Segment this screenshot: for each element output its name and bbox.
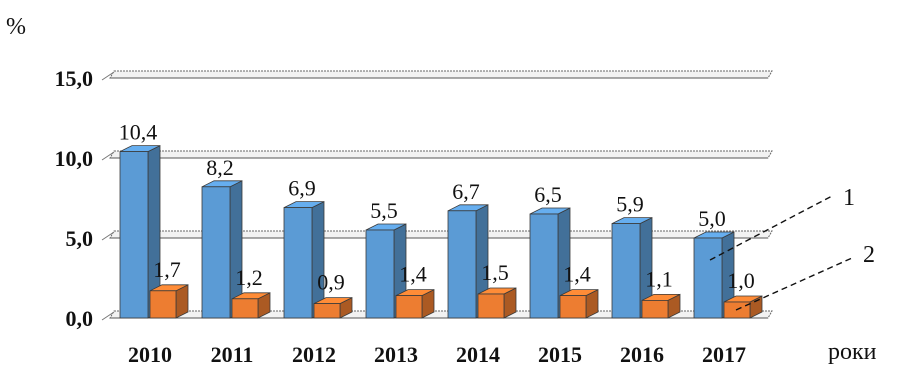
data-label-series-1: 6,9 xyxy=(288,176,316,201)
data-label-series-1: 6,7 xyxy=(452,179,480,204)
bar-series-2 xyxy=(641,299,669,319)
series-2-callout: 2 xyxy=(863,242,875,268)
gridline-depth xyxy=(101,71,115,81)
data-label-series-2: 1,7 xyxy=(153,257,181,282)
data-label-series-1: 5,0 xyxy=(698,206,726,231)
data-label-series-2: 1,4 xyxy=(399,262,427,287)
data-label-series-2: 1,1 xyxy=(645,266,673,291)
y-tick-label: 5,0 xyxy=(66,226,94,251)
x-tick-label: 2011 xyxy=(211,342,254,367)
x-tick-label: 2016 xyxy=(620,342,664,367)
gridline-depth xyxy=(101,311,115,321)
data-label-series-1: 8,2 xyxy=(206,155,234,180)
bar-series-1 xyxy=(693,237,723,319)
data-label-series-2: 1,4 xyxy=(563,262,591,287)
x-tick-label: 2017 xyxy=(702,342,746,367)
bar-series-2 xyxy=(477,293,505,319)
gridline-depth xyxy=(101,231,115,241)
data-label-series-1: 10,4 xyxy=(119,120,158,145)
bar-series-1 xyxy=(201,186,231,319)
data-label-series-2: 1,0 xyxy=(727,268,755,293)
bar-series-1 xyxy=(365,229,395,319)
data-label-series-1: 6,5 xyxy=(534,182,562,207)
bar-series-2 xyxy=(395,295,423,319)
series-1-callout: 1 xyxy=(843,185,855,211)
bar-series-1 xyxy=(447,210,477,319)
bars xyxy=(119,144,763,319)
bar-series-1 xyxy=(529,213,559,319)
axes: 0,0 5,0 10,0 15,0 2010 2011 2012 2013 2014 2015 20… xyxy=(55,66,747,367)
bar-series-1 xyxy=(611,223,641,319)
y-unit-label: % xyxy=(6,14,26,40)
y-tick-label: 10,0 xyxy=(55,146,94,171)
bar-series-2 xyxy=(231,298,259,319)
bar-series-2 xyxy=(313,303,341,319)
data-label-series-1: 5,5 xyxy=(370,198,398,223)
series-1-leader xyxy=(709,195,833,261)
gridline-depth xyxy=(101,151,115,161)
x-unit-label: роки xyxy=(828,339,877,365)
data-label-series-2: 1,5 xyxy=(481,260,509,285)
series-2-leader xyxy=(735,257,853,311)
gridline xyxy=(109,70,773,79)
x-tick-label: 2010 xyxy=(128,342,172,367)
bar-series-2 xyxy=(149,290,177,319)
x-tick-label: 2015 xyxy=(538,342,582,367)
y-tick-label: 0,0 xyxy=(66,306,94,331)
gridlines xyxy=(101,70,773,321)
y-tick-label: 15,0 xyxy=(55,66,94,91)
bar-series-1 xyxy=(119,151,149,319)
bar-series-1 xyxy=(283,207,313,319)
bar-series-2 xyxy=(559,295,587,319)
x-tick-label: 2013 xyxy=(374,342,418,367)
data-label-series-1: 5,9 xyxy=(616,192,644,217)
data-label-series-2: 0,9 xyxy=(317,270,345,295)
x-tick-label: 2014 xyxy=(456,342,500,367)
x-tick-label: 2012 xyxy=(292,342,336,367)
data-label-series-2: 1,2 xyxy=(235,265,263,290)
data-labels: 10,4 1,7 8,2 1,2 6,9 0,9 5,5 1,4 6,7 1,5 6,5 1,4 5,9… xyxy=(119,120,875,311)
